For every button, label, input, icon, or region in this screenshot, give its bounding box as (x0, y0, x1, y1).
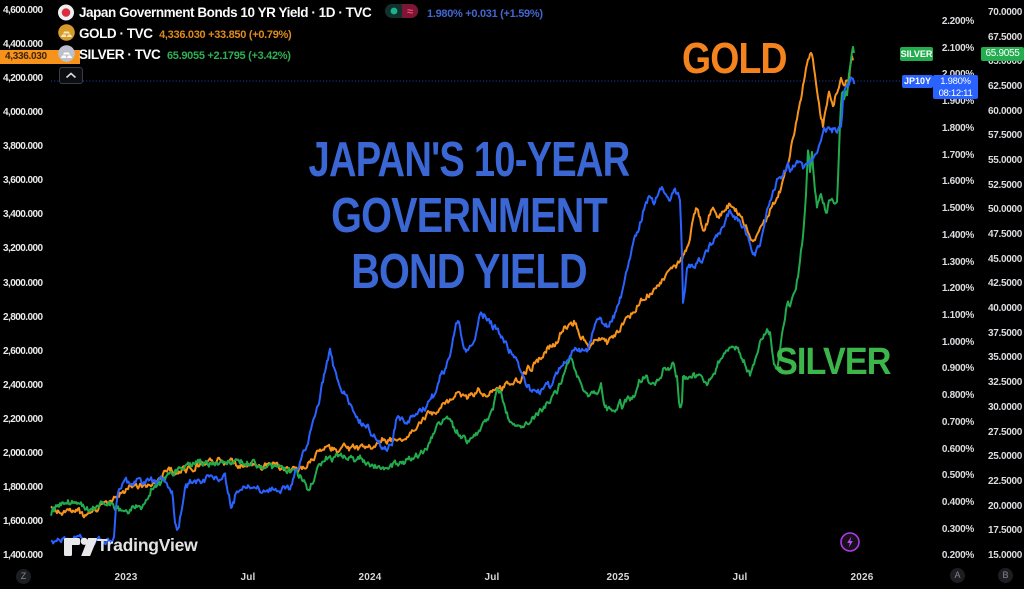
svg-text:≈: ≈ (407, 6, 413, 18)
